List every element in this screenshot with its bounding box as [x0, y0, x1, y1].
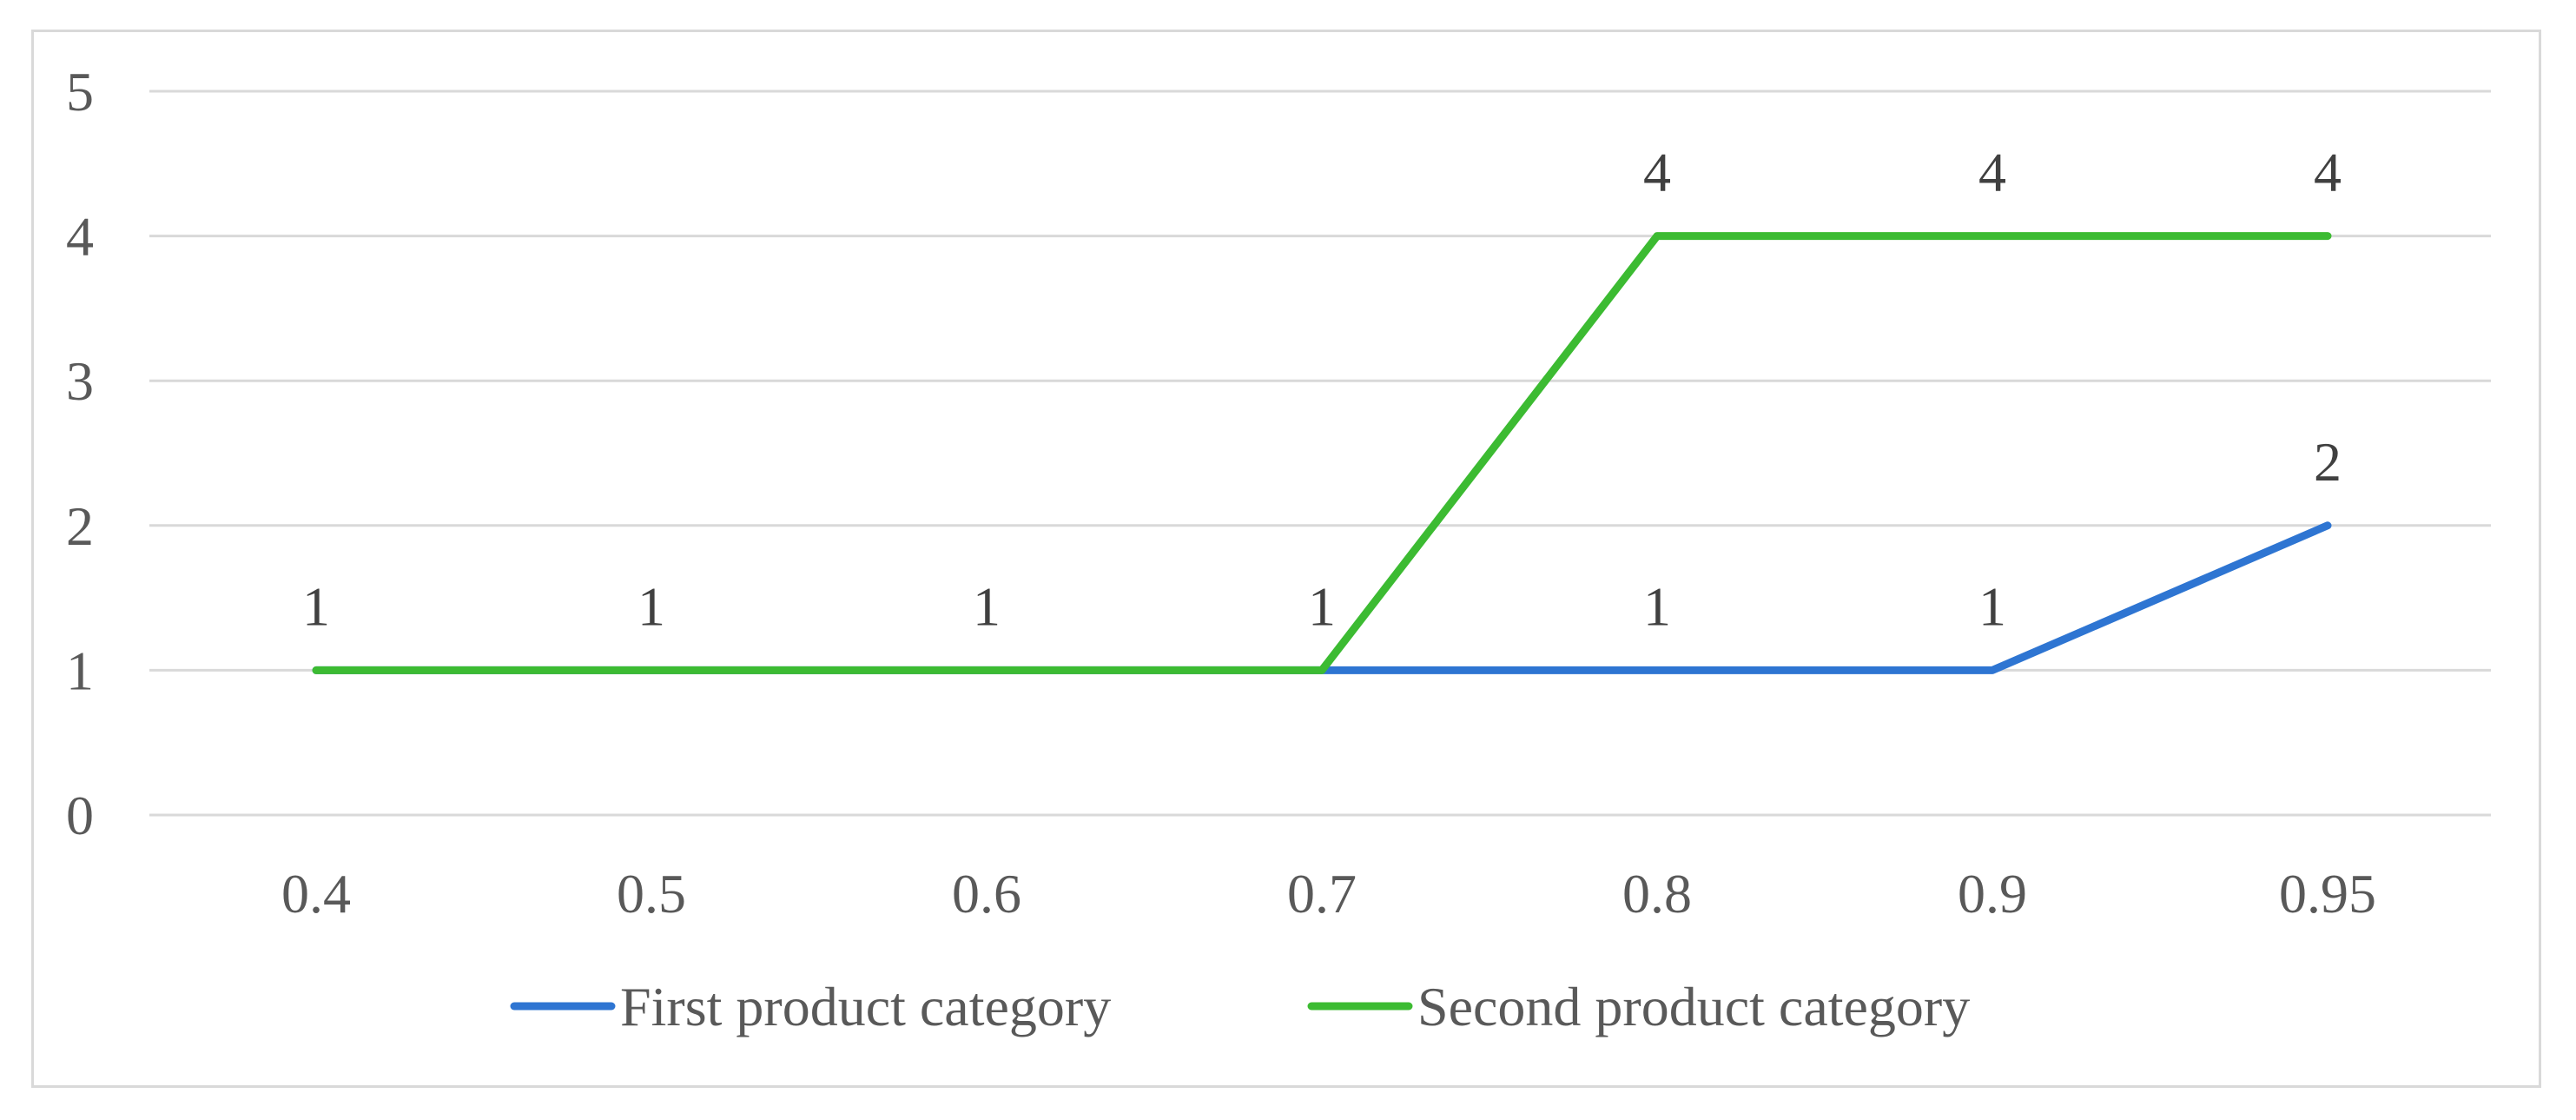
x-tick-label: 0.6 [952, 863, 1021, 924]
series-lines [312, 232, 2332, 674]
data-label-series-2: 1 [302, 575, 330, 637]
data-label-series-1: 1 [1643, 575, 1671, 637]
data-label-series-2: 1 [973, 575, 1001, 637]
data-label-series-2: 4 [1978, 142, 2006, 203]
y-axis-tick-labels: 0 1 2 3 4 5 [66, 61, 94, 846]
data-label-series-2: 1 [637, 575, 665, 637]
y-tick-label: 3 [66, 350, 94, 412]
x-tick-label: 0.95 [2279, 863, 2376, 924]
y-tick-label: 2 [66, 495, 94, 557]
data-label-series-2: 4 [1643, 142, 1671, 203]
x-tick-label: 0.7 [1287, 863, 1357, 924]
legend-item-series-1[interactable]: First product category [510, 976, 1111, 1037]
data-label-series-2: 1 [1308, 575, 1336, 637]
x-tick-label: 0.5 [617, 863, 686, 924]
x-tick-label: 0.9 [1958, 863, 2027, 924]
y-tick-label: 5 [66, 61, 94, 123]
legend[interactable]: First product category Second product cat… [510, 976, 1970, 1037]
gridlines [149, 89, 2491, 817]
x-tick-label: 0.4 [281, 863, 351, 924]
x-tick-label: 0.8 [1622, 863, 1692, 924]
series-line-2 [312, 232, 2332, 674]
y-tick-label: 1 [66, 640, 94, 701]
x-axis-tick-labels: 0.4 0.5 0.6 0.7 0.8 0.9 0.95 [281, 863, 2376, 924]
y-tick-label: 4 [66, 206, 94, 268]
legend-label: Second product category [1417, 976, 1970, 1037]
data-label-series-1: 1 [1978, 575, 2006, 637]
legend-item-series-2[interactable]: Second product category [1307, 976, 1970, 1037]
data-label-series-2: 4 [2314, 142, 2342, 203]
chart-frame [31, 30, 2541, 1088]
data-label-series-1: 2 [2314, 431, 2342, 493]
legend-label: First product category [620, 976, 1111, 1037]
y-tick-label: 0 [66, 785, 94, 846]
data-labels: 1 1 2 1 1 1 1 4 4 4 [302, 142, 2342, 638]
